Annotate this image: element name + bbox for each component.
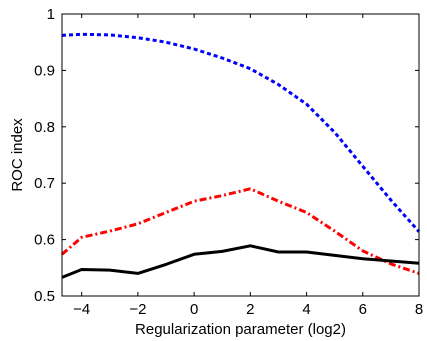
x-tick-label: 6 [359, 301, 367, 318]
y-tick-label: 0.6 [34, 232, 55, 249]
x-tick-label: 4 [302, 301, 310, 318]
series-line-dotted [61, 32, 421, 233]
axis-tick-labels: −4 −2 0 2 4 6 8 0.5 0.6 0.7 0.8 0.9 1 [34, 6, 423, 318]
y-axis-title: ROC index [9, 118, 26, 192]
x-tick-label: −4 [73, 301, 90, 318]
series-line-dashdot [61, 187, 420, 275]
plot-lines [61, 32, 421, 279]
x-axis-title: Regularization parameter (log2) [135, 321, 346, 338]
y-tick-label: 0.5 [34, 288, 55, 305]
y-tick-label: 0.8 [34, 119, 55, 136]
y-tick-label: 1 [47, 6, 55, 23]
axis-ticks [62, 13, 420, 297]
x-tick-label: −2 [129, 301, 146, 318]
x-tick-label: 0 [190, 301, 198, 318]
series-line-solid [61, 244, 420, 279]
y-tick-label: 0.7 [34, 175, 55, 192]
x-tick-label: 8 [415, 301, 423, 318]
y-tick-label: 0.9 [34, 62, 55, 79]
x-tick-label: 2 [246, 301, 254, 318]
plot-frame [61, 13, 420, 297]
